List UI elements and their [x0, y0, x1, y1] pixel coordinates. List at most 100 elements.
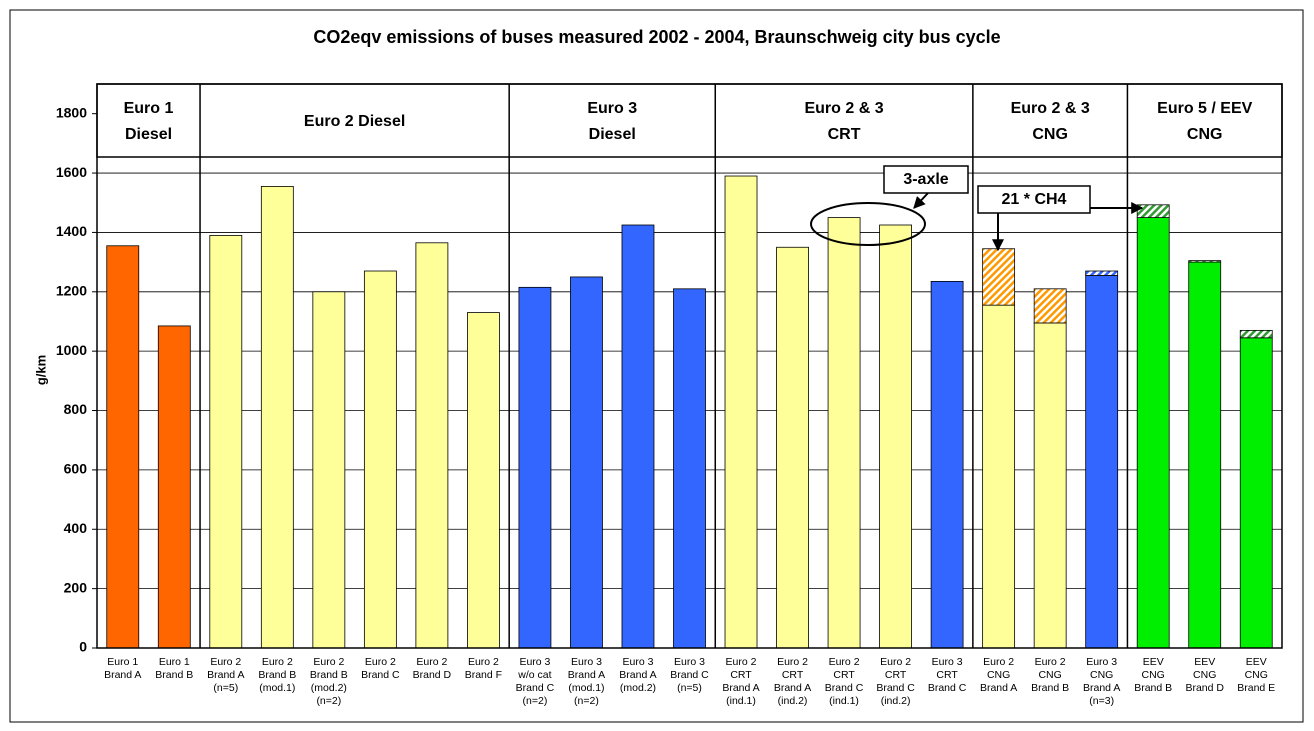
group-label-line: Euro 1	[124, 100, 174, 117]
x-tick-label-line: (mod.1)	[259, 682, 295, 694]
x-tick-label-line: (mod.1)	[568, 682, 604, 694]
x-tick-label-line: Euro 3	[519, 656, 550, 668]
x-tick-label-line: (n=5)	[677, 682, 702, 694]
x-tick-label-line: Euro 2	[726, 656, 757, 668]
x-tick-label-line: Brand E	[1237, 682, 1275, 694]
x-tick-label-line: (mod.2)	[311, 682, 347, 694]
x-tick-label: Euro 2 CNG Brand A	[980, 656, 1017, 694]
x-tick-label-line: Euro 3	[571, 656, 602, 668]
x-tick-label-line: Brand C	[825, 682, 864, 694]
group-label: Euro 1 Diesel	[124, 100, 174, 143]
x-tick-label: Euro 3 Brand A (mod.2)	[619, 656, 656, 694]
bar-ch4	[1033, 288, 1067, 324]
group-label-line: Euro 3	[587, 100, 637, 117]
x-tick-label-line: CRT	[833, 669, 855, 681]
x-tick-label-line: Brand A	[1083, 682, 1120, 694]
x-tick-label-line: Euro 2	[468, 656, 499, 668]
x-tick-label-line: Brand A	[568, 669, 605, 681]
x-tick-label-line: Euro 2	[880, 656, 911, 668]
x-tick-label-line: Brand A	[774, 682, 811, 694]
x-tick-label-line: Brand A	[722, 682, 759, 694]
x-tick-label-line: (n=3)	[1089, 695, 1114, 707]
y-tick-label: 200	[64, 579, 88, 595]
bar	[106, 245, 140, 649]
x-tick-label-line: Euro 3	[932, 656, 963, 668]
x-tick-label: Euro 2 CRT Brand A (ind.2)	[774, 656, 811, 707]
bar-ch4	[1188, 260, 1222, 263]
x-tick-label: Euro 2 Brand B (mod.2) (n=2)	[310, 656, 348, 707]
bar	[312, 291, 346, 649]
bar	[982, 304, 1016, 649]
x-tick-label: Euro 2 Brand C	[361, 656, 400, 681]
bar	[930, 280, 964, 649]
x-tick-label-line: CNG	[1245, 669, 1268, 681]
y-tick-label: 0	[79, 639, 87, 655]
x-tick-label-line: w/o cat	[517, 669, 551, 681]
x-tick-label: Euro 2 CNG Brand B	[1031, 656, 1069, 694]
x-tick-label-line: Euro 2	[262, 656, 293, 668]
x-tick-label-line: Euro 1	[107, 656, 138, 668]
x-tick-label-line: (ind.2)	[881, 695, 911, 707]
x-tick-label-line: (n=2)	[523, 695, 548, 707]
bar	[1136, 217, 1170, 649]
x-tick-label-line: Euro 1	[159, 656, 190, 668]
x-tick-label-line: Brand C	[928, 682, 967, 694]
x-tick-label: EEV CNG Brand E	[1237, 656, 1275, 694]
x-tick-label-line: (n=2)	[316, 695, 341, 707]
x-tick-label-line: Euro 2	[983, 656, 1014, 668]
x-tick-label-line: CRT	[782, 669, 804, 681]
bar	[260, 186, 294, 649]
group-label-line: Euro 5 / EEV	[1157, 100, 1252, 117]
x-tick-label-line: EEV	[1194, 656, 1215, 668]
bar	[673, 288, 706, 649]
x-tick-label: Euro 2 Brand F	[465, 656, 502, 681]
y-tick-label: 1800	[56, 104, 87, 120]
annotation-box	[977, 185, 1091, 214]
x-tick-label: Euro 3 CRT Brand C	[928, 656, 967, 694]
x-tick-label-line: Brand C	[670, 669, 709, 681]
bar	[1239, 337, 1273, 649]
x-tick-label: EEV CNG Brand D	[1185, 656, 1224, 694]
x-tick-label-line: Euro 2	[416, 656, 447, 668]
x-tick-label-line: Brand A	[104, 669, 141, 681]
group-label: Euro 3 Diesel	[587, 100, 637, 143]
x-tick-label-line: Brand B	[310, 669, 348, 681]
x-tick-label-line: (ind.1)	[829, 695, 859, 707]
x-tick-label-line: CNG	[1193, 669, 1216, 681]
x-tick-label-line: CRT	[936, 669, 958, 681]
x-tick-label-line: Euro 3	[623, 656, 654, 668]
x-tick-label-line: Brand F	[465, 669, 502, 681]
x-tick-label-line: EEV	[1143, 656, 1164, 668]
bar	[1085, 275, 1119, 649]
bar	[724, 175, 758, 649]
x-tick-label-line: Brand C	[516, 682, 555, 694]
bar	[827, 217, 861, 649]
x-tick-label-line: Brand A	[207, 669, 244, 681]
group-label-line: Euro 2 & 3	[1011, 100, 1090, 117]
x-tick-label: Euro 2 Brand D	[413, 656, 452, 681]
group-label: Euro 2 & 3 CRT	[804, 100, 883, 143]
x-tick-label-line: (ind.1)	[726, 695, 756, 707]
x-tick-label-line: CNG	[1142, 669, 1165, 681]
x-tick-label: Euro 2 CRT Brand A (ind.1)	[722, 656, 759, 707]
annotation: 21 * CH4	[1002, 191, 1067, 208]
bar	[157, 325, 191, 649]
x-tick-label-line: CNG	[1090, 669, 1113, 681]
x-tick-label-line: CRT	[730, 669, 752, 681]
x-tick-label-line: (n=5)	[213, 682, 238, 694]
bar	[570, 276, 603, 649]
bar-ch4	[982, 248, 1016, 306]
group-label-line: Diesel	[125, 126, 172, 143]
x-tick-label-line: Brand B	[1134, 682, 1172, 694]
x-tick-label: Euro 1 Brand B	[155, 656, 193, 681]
x-tick-label-line: Euro 2	[313, 656, 344, 668]
x-tick-label-line: CNG	[1038, 669, 1061, 681]
x-tick-label: Euro 2 Brand A (n=5)	[207, 656, 244, 694]
x-tick-label-line: Euro 3	[1086, 656, 1117, 668]
x-tick-label: Euro 3 Brand A (mod.1) (n=2)	[568, 656, 605, 707]
group-label-line: Euro 2 Diesel	[304, 113, 405, 130]
bar	[467, 312, 500, 649]
x-tick-label-line: Euro 3	[674, 656, 705, 668]
bar	[518, 286, 552, 649]
x-tick-label-line: Brand B	[155, 669, 193, 681]
